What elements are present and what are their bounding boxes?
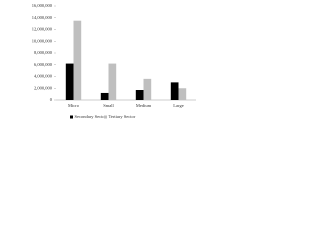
x-tick-label: Large	[173, 103, 183, 108]
bar	[143, 78, 152, 100]
legend-swatch	[104, 115, 107, 119]
bar	[170, 82, 179, 100]
y-tick-label: 8,000,000	[34, 50, 53, 56]
x-tick-label: Micro	[68, 103, 80, 108]
y-tick-label: 16,000,000	[32, 3, 53, 9]
y-tick-label: 10,000,000	[32, 38, 53, 44]
y-tick-label: 4,000,000	[34, 74, 53, 80]
y-tick-label: 2,000,000	[34, 85, 53, 91]
bar	[135, 90, 144, 100]
y-tick-label: 14,000,000	[32, 15, 53, 21]
x-tick-label: Small	[103, 103, 114, 108]
legend-label: Secondary Sector	[75, 114, 107, 119]
legend-label: Tertiary Sector	[109, 114, 136, 119]
y-tick-label: 0	[50, 97, 53, 102]
legend-swatch	[70, 115, 73, 119]
bar	[65, 63, 74, 100]
bar	[73, 20, 82, 100]
bar	[178, 88, 187, 100]
y-tick-label: 6,000,000	[34, 62, 53, 68]
bar	[108, 63, 117, 100]
bar	[100, 92, 109, 100]
x-tick-label: Medium	[136, 103, 152, 108]
chart: 0 2,000,000 4,000,000 6,000,000 8,000,000 10,…	[32, 3, 196, 119]
y-tick-label: 12,000,000	[32, 27, 53, 33]
